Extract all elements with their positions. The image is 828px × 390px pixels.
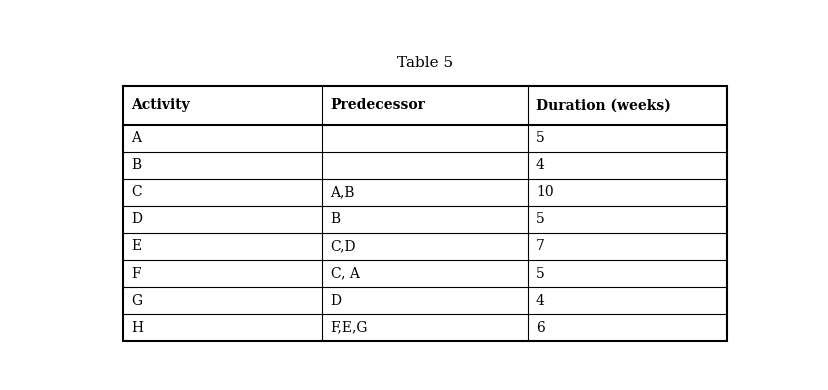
Text: F,E,G: F,E,G bbox=[330, 321, 368, 335]
Text: 5: 5 bbox=[535, 131, 544, 145]
Text: Duration (weeks): Duration (weeks) bbox=[535, 98, 670, 112]
Text: C: C bbox=[131, 186, 142, 199]
Text: 10: 10 bbox=[535, 186, 553, 199]
Text: 6: 6 bbox=[535, 321, 544, 335]
Text: A,B: A,B bbox=[330, 186, 354, 199]
Text: E: E bbox=[131, 239, 142, 254]
Text: 4: 4 bbox=[535, 158, 544, 172]
Text: Table 5: Table 5 bbox=[397, 56, 452, 70]
Text: Predecessor: Predecessor bbox=[330, 98, 425, 112]
Text: H: H bbox=[131, 321, 143, 335]
Text: C, A: C, A bbox=[330, 266, 359, 280]
Text: D: D bbox=[131, 213, 142, 227]
Text: F: F bbox=[131, 266, 141, 280]
Text: G: G bbox=[131, 294, 142, 308]
Text: A: A bbox=[131, 131, 141, 145]
Text: C,D: C,D bbox=[330, 239, 355, 254]
Text: Activity: Activity bbox=[131, 98, 190, 112]
Text: 5: 5 bbox=[535, 266, 544, 280]
Text: 5: 5 bbox=[535, 213, 544, 227]
Text: 4: 4 bbox=[535, 294, 544, 308]
Text: D: D bbox=[330, 294, 341, 308]
Text: 7: 7 bbox=[535, 239, 544, 254]
Text: B: B bbox=[131, 158, 142, 172]
Text: B: B bbox=[330, 213, 340, 227]
